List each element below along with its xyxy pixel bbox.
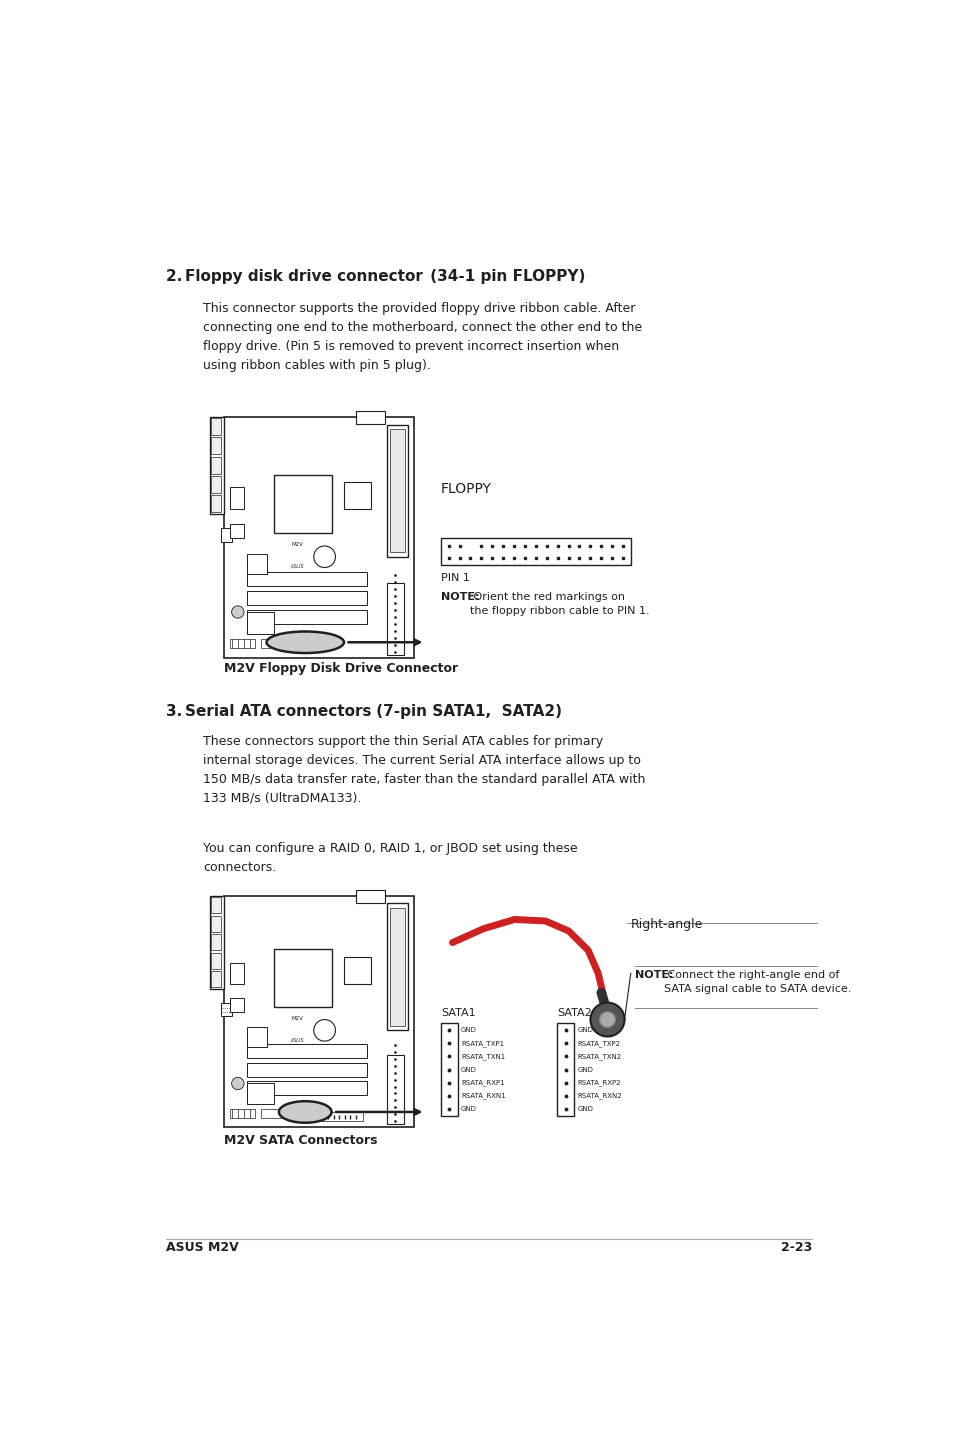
Bar <box>247 1044 367 1058</box>
Text: /ISLIS: /ISLIS <box>291 1037 304 1043</box>
Bar <box>210 417 224 513</box>
Bar <box>390 430 405 552</box>
Bar <box>274 475 332 532</box>
Text: You can configure a RAID 0, RAID 1, or JBOD set using these
connectors.: You can configure a RAID 0, RAID 1, or J… <box>203 843 577 874</box>
Bar <box>230 1109 254 1119</box>
Text: NOTE:: NOTE: <box>634 969 673 979</box>
Text: SATA2: SATA2 <box>557 1008 591 1018</box>
Text: Right-angle: Right-angle <box>630 917 702 930</box>
Bar <box>557 1024 574 1116</box>
Text: Connect the right-angle end of
SATA signal cable to SATA device.: Connect the right-angle end of SATA sign… <box>663 969 851 994</box>
Circle shape <box>590 1002 624 1037</box>
Text: These connectors support the thin Serial ATA cables for primary
internal storage: These connectors support the thin Serial… <box>203 735 644 805</box>
Text: GND: GND <box>577 1027 593 1032</box>
Text: Orient the red markings on
the floppy ribbon cable to PIN 1.: Orient the red markings on the floppy ri… <box>470 592 649 617</box>
Bar <box>386 424 408 557</box>
Text: GND: GND <box>460 1027 476 1032</box>
Bar <box>230 487 244 509</box>
Bar <box>230 638 254 649</box>
Text: M2V SATA Connectors: M2V SATA Connectors <box>224 1133 377 1146</box>
Circle shape <box>314 546 335 568</box>
Text: GND: GND <box>460 1106 476 1112</box>
Bar <box>386 1055 403 1125</box>
Bar <box>230 998 244 1012</box>
Text: 2.: 2. <box>166 269 193 283</box>
Bar <box>247 1063 367 1077</box>
Bar <box>344 958 371 984</box>
Text: GND: GND <box>577 1067 593 1073</box>
Text: PIN 1: PIN 1 <box>440 572 469 582</box>
Bar <box>224 417 414 657</box>
Text: (7-pin SATA1,  SATA2): (7-pin SATA1, SATA2) <box>371 703 561 719</box>
Bar <box>261 1109 303 1119</box>
Bar <box>212 495 220 512</box>
Text: SATA1: SATA1 <box>440 1008 475 1018</box>
Bar <box>355 411 385 424</box>
Bar <box>390 907 405 1025</box>
Bar <box>440 1024 457 1116</box>
Bar <box>311 1112 363 1122</box>
Bar <box>247 572 367 585</box>
Bar <box>247 1081 367 1094</box>
Text: RSATA_RXN1: RSATA_RXN1 <box>460 1093 505 1100</box>
Bar <box>386 582 403 654</box>
Bar <box>247 1027 266 1047</box>
Text: M2V: M2V <box>292 542 303 548</box>
Text: Floppy disk drive connector: Floppy disk drive connector <box>185 269 422 283</box>
Text: RSATA_TXN1: RSATA_TXN1 <box>460 1053 505 1060</box>
Text: RSATA_RXP1: RSATA_RXP1 <box>460 1080 504 1086</box>
Bar <box>212 457 220 473</box>
Bar <box>220 1002 232 1017</box>
Bar <box>261 638 303 649</box>
Text: GND: GND <box>460 1067 476 1073</box>
Bar <box>247 591 367 605</box>
Text: M2V: M2V <box>292 1017 303 1021</box>
Text: ASUS M2V: ASUS M2V <box>166 1241 238 1254</box>
Bar <box>220 528 232 542</box>
Bar <box>212 916 220 932</box>
Ellipse shape <box>278 1102 332 1123</box>
Text: This connector supports the provided floppy drive ribbon cable. After
connecting: This connector supports the provided flo… <box>203 302 641 372</box>
Bar <box>212 437 220 454</box>
Ellipse shape <box>266 631 344 653</box>
Bar <box>274 949 332 1007</box>
Circle shape <box>232 605 244 618</box>
Bar <box>212 418 220 436</box>
Bar <box>440 538 630 565</box>
Bar <box>212 935 220 951</box>
Bar <box>212 897 220 913</box>
Circle shape <box>314 1020 335 1041</box>
Bar <box>247 613 274 634</box>
Text: RSATA_TXP1: RSATA_TXP1 <box>460 1040 503 1047</box>
Bar <box>230 962 244 984</box>
Text: 3.: 3. <box>166 703 193 719</box>
Text: FLOPPY: FLOPPY <box>440 482 492 496</box>
Text: RSATA_TXN2: RSATA_TXN2 <box>577 1053 620 1060</box>
Circle shape <box>599 1012 615 1027</box>
Text: (34-1 pin FLOPPY): (34-1 pin FLOPPY) <box>425 269 585 283</box>
Circle shape <box>232 1077 244 1090</box>
Bar <box>212 971 220 988</box>
Text: RSATA_TXP2: RSATA_TXP2 <box>577 1040 619 1047</box>
Bar <box>386 903 408 1031</box>
Bar <box>224 896 414 1127</box>
Bar <box>247 1083 274 1104</box>
Text: 2-23: 2-23 <box>781 1241 811 1254</box>
Bar <box>355 890 385 903</box>
Text: M2V Floppy Disk Drive Connector: M2V Floppy Disk Drive Connector <box>224 661 457 674</box>
Text: RSATA_RXN2: RSATA_RXN2 <box>577 1093 621 1100</box>
Bar <box>230 523 244 538</box>
Bar <box>210 896 224 989</box>
Text: /ISLIS: /ISLIS <box>291 564 304 569</box>
Text: RSATA_RXP2: RSATA_RXP2 <box>577 1080 620 1086</box>
Bar <box>247 610 367 624</box>
Bar <box>212 476 220 493</box>
Bar <box>344 482 371 509</box>
Bar <box>247 554 266 574</box>
Text: NOTE:: NOTE: <box>440 592 478 603</box>
Bar <box>212 952 220 969</box>
Text: Serial ATA connectors: Serial ATA connectors <box>185 703 372 719</box>
Text: GND: GND <box>577 1106 593 1112</box>
